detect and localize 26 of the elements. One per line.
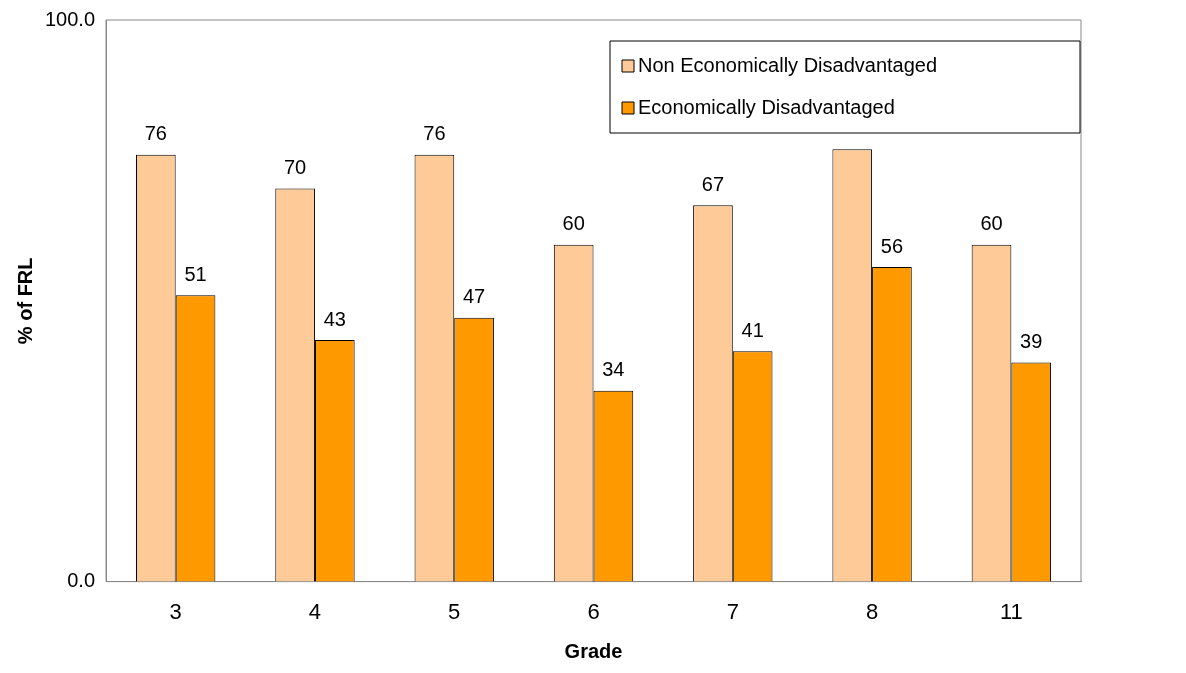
data-label: 67 [701, 172, 725, 195]
data-label: 34 [602, 358, 625, 381]
data-label: 47 [462, 285, 486, 308]
y-axis-title: % of FRL [13, 257, 36, 345]
x-tick-label: 6 [587, 598, 600, 624]
data-label: 56 [880, 234, 904, 257]
legend-label: Economically Disadvantaged [638, 95, 895, 118]
y-tick-label: 0.0 [67, 569, 96, 592]
x-tick-label: 4 [308, 598, 322, 624]
legend-label: Non Economically Disadvantaged [638, 53, 938, 76]
data-label: 76 [144, 122, 167, 145]
x-tick-label: 7 [726, 598, 739, 624]
data-label: 70 [283, 156, 307, 178]
x-tick-label: 8 [865, 598, 879, 624]
x-tick-label: 3 [169, 598, 182, 624]
data-label: 41 [741, 318, 764, 341]
x-axis-title: Grade [564, 639, 623, 662]
data-label: 76 [423, 122, 446, 145]
data-label: 51 [184, 262, 207, 285]
data-label: 60 [980, 212, 1003, 235]
y-tick-label: 100.0 [44, 7, 96, 30]
x-tick-label: 11 [999, 598, 1023, 624]
data-label: 43 [323, 307, 346, 330]
data-label: 60 [562, 212, 585, 235]
x-tick-label: 5 [448, 598, 461, 624]
data-label: 39 [1020, 330, 1043, 353]
